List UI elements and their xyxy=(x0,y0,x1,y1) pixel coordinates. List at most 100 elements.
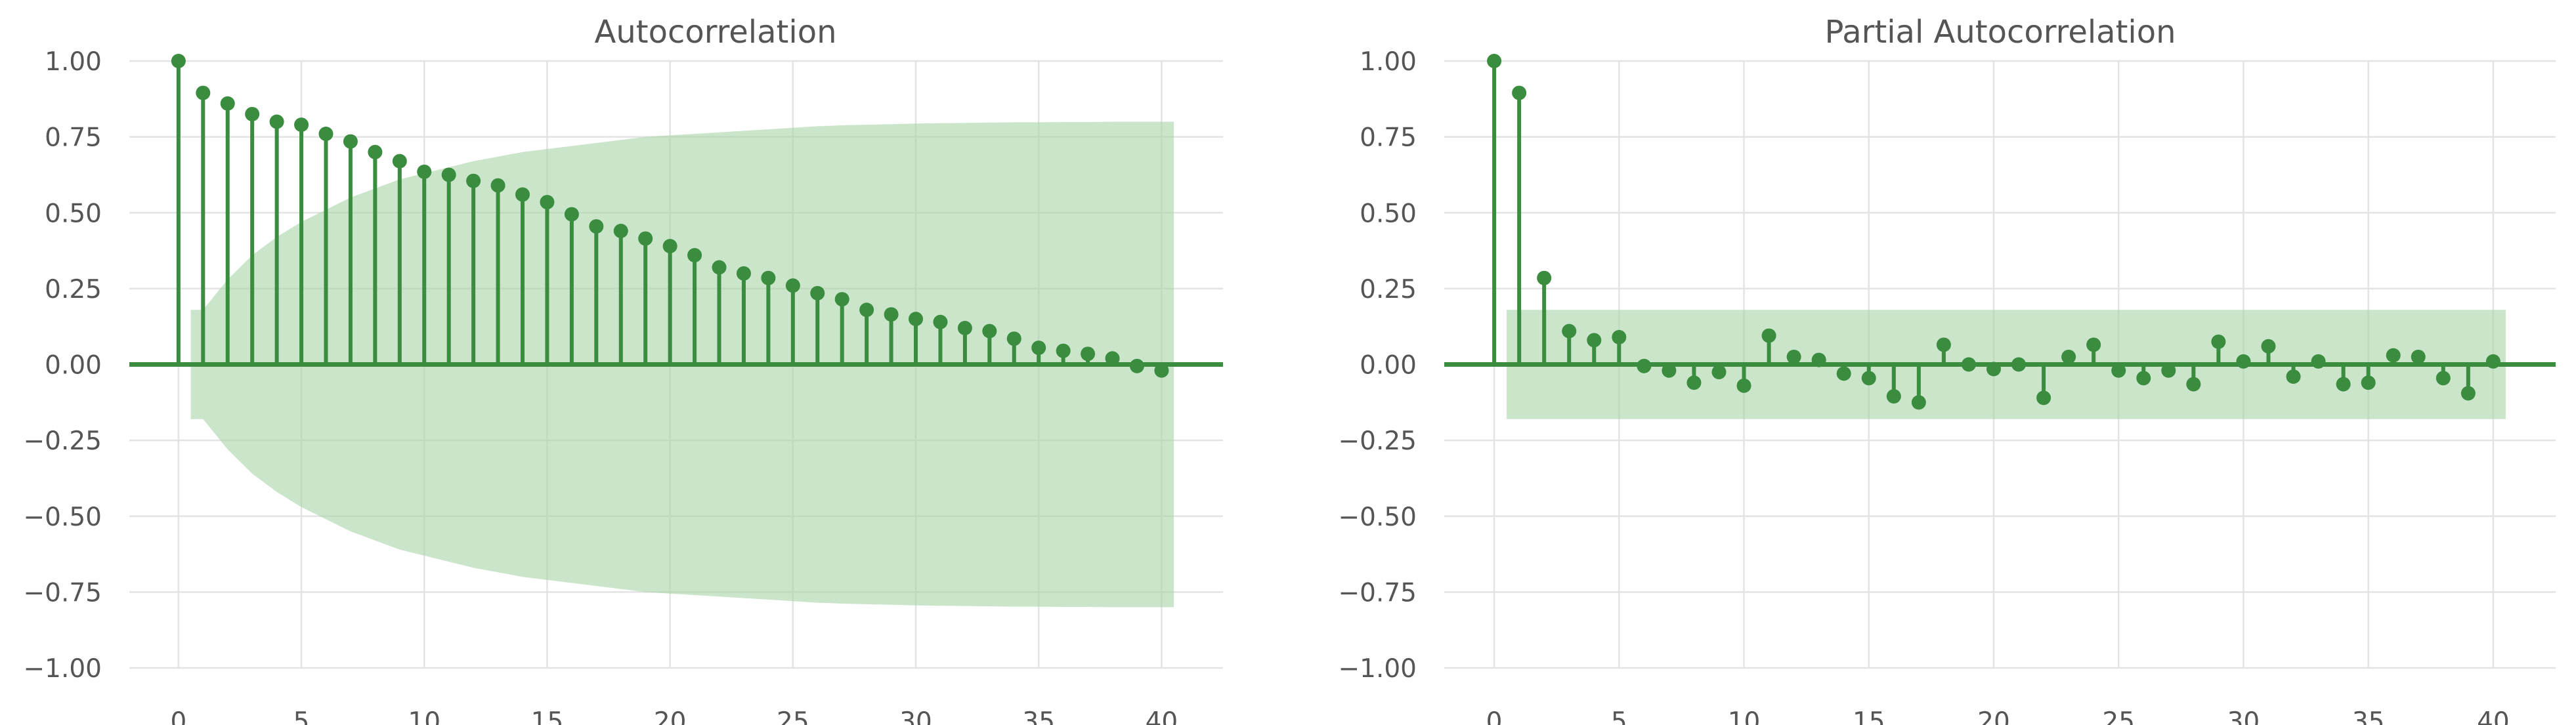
lag-marker xyxy=(662,239,677,254)
y-tick-label: 0.25 xyxy=(45,275,102,304)
lag-marker xyxy=(1662,363,1677,378)
lag-marker xyxy=(1129,358,1144,373)
x-tick-label: 20 xyxy=(1977,707,2010,725)
y-tick-label: 0.50 xyxy=(1360,199,1417,228)
lag-marker xyxy=(2261,339,2276,354)
grid-lines xyxy=(1444,60,2556,669)
lag-marker xyxy=(343,134,358,149)
x-tick-label: 35 xyxy=(1022,707,1055,725)
lag-marker xyxy=(1836,366,1851,381)
lag-marker xyxy=(2361,375,2376,390)
lag-marker xyxy=(2436,371,2451,386)
lag-marker xyxy=(515,187,530,202)
x-tick-label: 40 xyxy=(2477,707,2510,725)
lag-marker xyxy=(712,260,727,275)
y-tick-label: −0.50 xyxy=(1338,503,1417,532)
lag-marker xyxy=(318,127,333,141)
lag-marker xyxy=(1936,337,1951,352)
lag-marker xyxy=(1961,357,1976,372)
lag-marker xyxy=(613,224,628,238)
lag-marker xyxy=(1711,365,1727,380)
lag-marker xyxy=(2286,369,2301,384)
y-tick-label: 0.75 xyxy=(45,123,102,153)
x-tick-label: 35 xyxy=(2352,707,2385,725)
lag-marker xyxy=(490,178,505,193)
y-tick-label: −0.75 xyxy=(23,578,102,608)
lag-marker xyxy=(1562,323,1577,339)
x-tick-label: 30 xyxy=(899,707,932,725)
lag-marker xyxy=(1056,343,1071,358)
lag-marker xyxy=(2236,354,2251,369)
lag-marker xyxy=(785,278,800,293)
y-tick-label: −1.00 xyxy=(1338,654,1417,684)
lag-marker xyxy=(466,173,481,188)
lag-marker xyxy=(1637,358,1652,373)
lag-marker xyxy=(1587,333,1602,348)
lag-marker xyxy=(1537,270,1552,285)
y-tick-label: −1.00 xyxy=(23,654,102,684)
lag-marker xyxy=(417,164,432,179)
lag-marker xyxy=(1105,351,1120,366)
lag-marker xyxy=(1154,363,1169,378)
lag-marker xyxy=(810,285,825,300)
lag-marker xyxy=(269,114,284,129)
x-tick-label: 30 xyxy=(2227,707,2260,725)
x-tick-label: 10 xyxy=(408,707,440,725)
y-tick-label: 0.00 xyxy=(45,351,102,381)
y-tick-label: −0.50 xyxy=(23,503,102,532)
lag-marker xyxy=(2460,386,2476,401)
partial-autocorrelation-title: Partial Autocorrelation xyxy=(1824,14,2176,51)
lag-marker xyxy=(909,312,924,327)
autocorrelation-panel: Autocorrelation 1.00 0.75 0.50 0.25 0.00 −0.2… xyxy=(23,14,1223,725)
x-tick-label: 15 xyxy=(531,707,564,725)
lag-marker xyxy=(1986,362,2001,377)
y-tick-label: 0.75 xyxy=(1360,123,1417,153)
y-tick-label: −0.75 xyxy=(1338,578,1417,608)
lag-marker xyxy=(2186,377,2201,392)
lag-marker xyxy=(957,321,972,335)
lag-marker xyxy=(2136,371,2151,386)
lag-marker xyxy=(1686,375,1702,390)
lag-marker xyxy=(245,106,260,121)
lag-marker xyxy=(834,292,849,307)
lag-marker xyxy=(1006,331,1021,346)
lag-marker xyxy=(1081,346,1096,362)
x-tick-label: 5 xyxy=(1611,707,1627,725)
lag-marker xyxy=(540,195,555,210)
lag-marker xyxy=(1911,395,1926,410)
y-tick-label: 1.00 xyxy=(45,47,102,77)
lag-marker xyxy=(294,117,309,133)
lag-marker xyxy=(1736,378,1751,393)
lag-marker xyxy=(2036,390,2051,405)
lag-marker xyxy=(171,54,186,68)
lag-marker xyxy=(1761,328,1776,343)
lag-marker xyxy=(2386,348,2401,363)
lag-marker xyxy=(564,207,579,222)
x-tick-label: 0 xyxy=(1486,707,1503,725)
lag-marker xyxy=(982,323,997,339)
lag-marker xyxy=(687,248,702,262)
lag-marker xyxy=(1512,85,1527,100)
x-tick-label: 10 xyxy=(1728,707,1761,725)
x-tick-label: 15 xyxy=(1853,707,1885,725)
x-tick-label: 5 xyxy=(293,707,310,725)
lag-marker xyxy=(2111,363,2126,378)
x-tick-label: 20 xyxy=(654,707,687,725)
lag-marker xyxy=(589,219,604,234)
lag-marker xyxy=(1487,54,1502,68)
y-tick-label: 0.50 xyxy=(45,199,102,228)
lag-marker xyxy=(2485,354,2501,369)
lag-marker xyxy=(1612,329,1627,344)
lag-marker xyxy=(2411,349,2426,364)
x-tick-label: 25 xyxy=(2102,707,2135,725)
x-tick-label: 40 xyxy=(1146,707,1178,725)
lag-marker xyxy=(1811,352,1826,367)
lag-marker xyxy=(2011,357,2027,372)
lag-marker xyxy=(933,314,948,329)
lag-marker xyxy=(638,231,653,246)
lag-marker xyxy=(196,85,211,100)
y-tick-label: 0.25 xyxy=(1360,275,1417,304)
y-tick-label: 1.00 xyxy=(1360,47,1417,77)
y-tick-label: −0.25 xyxy=(23,426,102,456)
